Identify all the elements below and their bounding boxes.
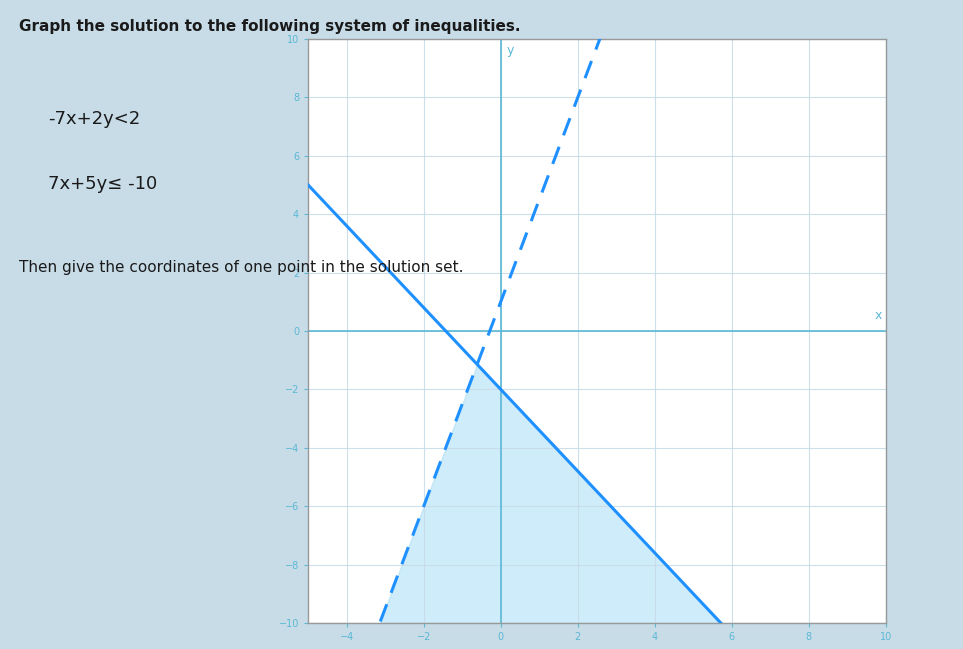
- Text: x: x: [874, 310, 882, 323]
- Text: 7x+5y≤ -10: 7x+5y≤ -10: [48, 175, 157, 193]
- Text: y: y: [507, 43, 514, 56]
- Text: -7x+2y<2: -7x+2y<2: [48, 110, 141, 129]
- Text: Graph the solution to the following system of inequalities.: Graph the solution to the following syst…: [19, 19, 521, 34]
- Text: Then give the coordinates of one point in the solution set.: Then give the coordinates of one point i…: [19, 260, 464, 275]
